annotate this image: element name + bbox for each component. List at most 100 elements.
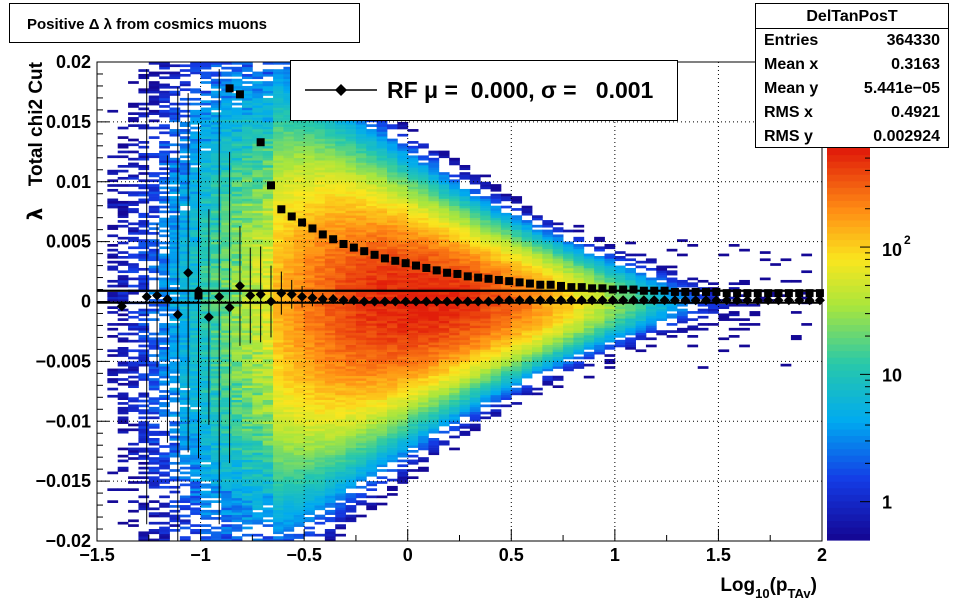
heatmap-cell — [262, 507, 274, 511]
heatmap-cell — [273, 186, 284, 190]
heatmap-cell — [179, 162, 191, 166]
heatmap-cell — [314, 361, 326, 365]
heatmap-cell — [366, 344, 378, 348]
heatmap-cell — [252, 382, 264, 386]
heatmap-cell — [242, 430, 253, 434]
heatmap-cell — [293, 162, 305, 166]
heatmap-cell — [283, 246, 295, 250]
heatmap-cell — [273, 392, 284, 396]
heatmap-cell — [200, 339, 212, 343]
heatmap-cell — [148, 354, 160, 357]
heatmap-cell — [262, 390, 274, 393]
heatmap-cell — [169, 370, 181, 374]
heatmap-cell — [387, 375, 398, 379]
heatmap-cell — [231, 469, 243, 472]
heatmap-cell — [283, 318, 295, 321]
heatmap-cell — [345, 392, 357, 396]
heatmap-cell — [387, 222, 398, 226]
heatmap-cell — [304, 205, 315, 209]
heatmap-cell — [190, 109, 201, 113]
heatmap-cell — [387, 382, 398, 386]
heatmap-cell — [304, 222, 315, 226]
heatmap-cell — [231, 315, 243, 319]
heatmap-cell — [324, 495, 336, 499]
heatmap-cell — [376, 141, 388, 144]
heatmap-cell — [407, 378, 419, 381]
heatmap-cell — [283, 169, 295, 173]
heatmap-cell — [210, 287, 222, 290]
heatmap-cell — [283, 90, 295, 94]
heatmap-cell — [128, 174, 139, 178]
heatmap-cell — [210, 119, 222, 123]
heatmap-cell — [304, 421, 315, 424]
heatmap-cell — [304, 354, 315, 357]
heatmap-cell — [252, 493, 264, 496]
heatmap-cell — [293, 370, 305, 374]
heatmap-cell — [252, 90, 264, 94]
heatmap-cell — [418, 430, 429, 434]
heatmap-cell — [304, 476, 315, 480]
heatmap-cell — [262, 538, 274, 542]
heatmap-cell — [397, 430, 409, 434]
heatmap-cell — [252, 188, 264, 192]
heatmap-cell — [242, 296, 253, 300]
heatmap-cell — [117, 205, 129, 209]
heatmap-cell — [179, 308, 191, 312]
heatmap-cell — [355, 256, 367, 259]
heatmap-cell — [283, 76, 295, 80]
heatmap-cell — [262, 62, 274, 65]
heatmap-cell — [304, 294, 315, 297]
heatmap-cell — [190, 344, 201, 348]
heatmap-cell — [190, 272, 201, 276]
heatmap-cell — [314, 347, 326, 350]
heatmap-cell — [262, 373, 274, 377]
heatmap-cell — [179, 423, 191, 427]
heatmap-cell — [128, 193, 139, 197]
heatmap-cell — [407, 239, 419, 242]
heatmap-cell — [283, 500, 295, 503]
heatmap-cell — [210, 354, 222, 357]
heatmap-cell — [283, 414, 295, 417]
heatmap-cell — [283, 538, 295, 542]
heatmap-cell — [231, 69, 243, 72]
heatmap-cell — [252, 208, 264, 211]
heatmap-cell — [418, 244, 429, 247]
heatmap-cell — [324, 220, 336, 223]
heatmap-cell — [418, 466, 429, 470]
heatmap-cell — [242, 521, 253, 525]
heatmap-cell — [376, 150, 388, 154]
heatmap-cell — [252, 196, 264, 199]
heatmap-cell — [148, 378, 160, 381]
heatmap-cell — [221, 239, 233, 242]
heatmap-cell — [355, 186, 367, 190]
heatmap-cell — [231, 208, 243, 211]
heatmap-cell — [221, 244, 233, 247]
heatmap-cell — [221, 416, 233, 420]
heatmap-cell — [252, 368, 264, 372]
heatmap-cell — [345, 330, 357, 333]
heatmap-cell — [355, 193, 367, 197]
heatmap-cell — [304, 287, 315, 290]
heatmap-cell — [345, 447, 357, 451]
heatmap-cell — [418, 191, 429, 195]
heatmap-cell — [169, 234, 181, 238]
heatmap-cell — [335, 203, 346, 206]
heatmap-cell — [210, 148, 222, 151]
heatmap-cell — [190, 90, 201, 94]
heatmap-cell — [293, 203, 305, 206]
heatmap-cell — [200, 330, 212, 333]
heatmap-cell — [345, 452, 357, 456]
heatmap-cell — [273, 505, 284, 508]
heatmap-cell — [418, 442, 429, 446]
heatmap-cell — [117, 294, 129, 297]
heatmap-cell — [179, 188, 191, 192]
heatmap-cell — [314, 181, 326, 185]
heatmap-cell — [324, 287, 336, 290]
heatmap-cell — [210, 308, 222, 312]
heatmap-cell — [293, 323, 305, 326]
heatmap-cell — [345, 157, 357, 161]
heatmap-cell — [179, 191, 191, 195]
heatmap-cell — [221, 404, 233, 408]
heatmap-cell — [355, 224, 367, 228]
heatmap-cell — [242, 507, 253, 511]
